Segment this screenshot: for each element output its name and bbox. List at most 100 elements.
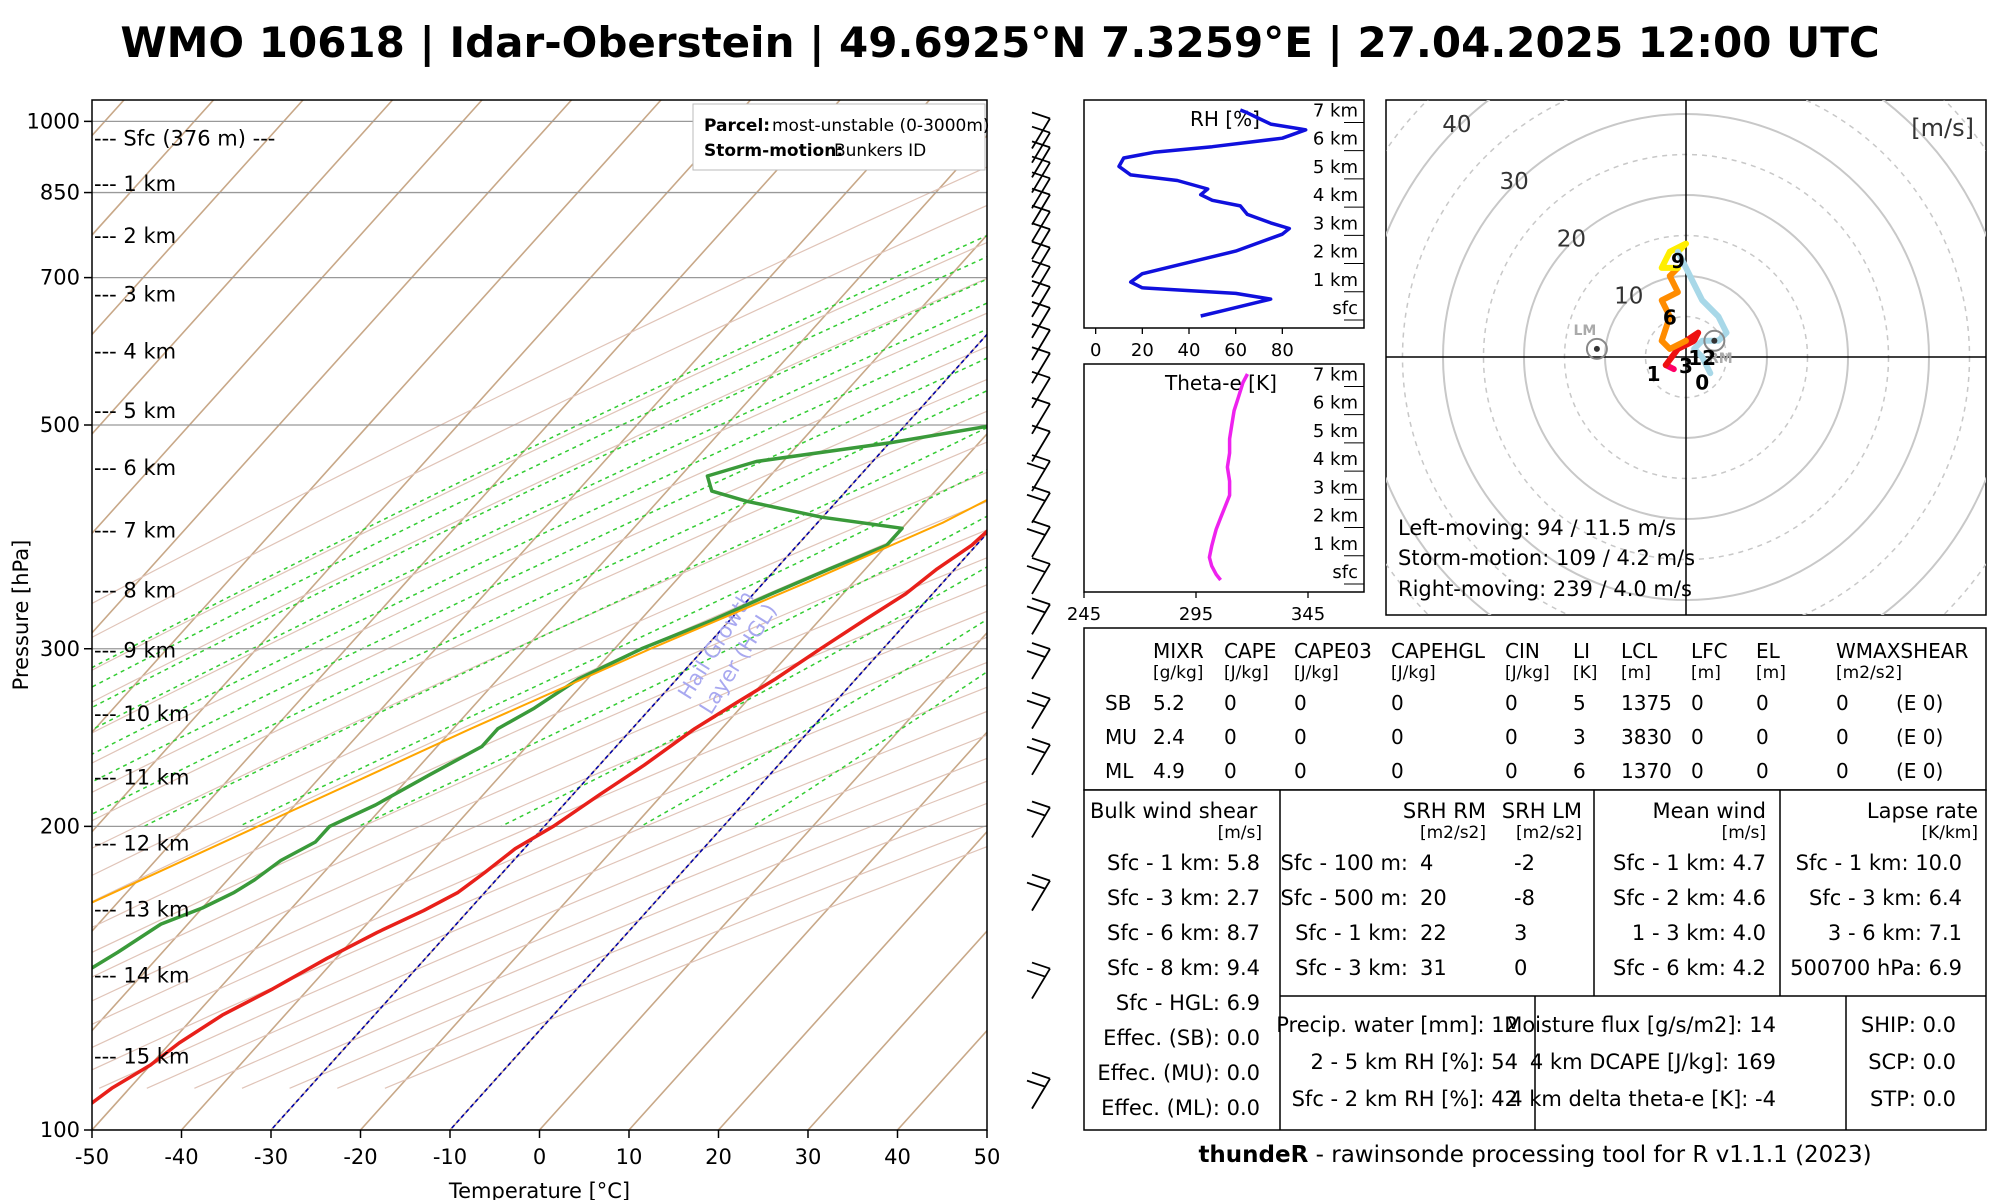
- composite-row: SCP: 0.0: [1868, 1050, 1956, 1074]
- wind-barb-staff: [1031, 177, 1051, 209]
- params-cell: 0: [1756, 691, 1769, 715]
- footer-text: - rawinsonde processing tool for R v1.1.…: [1308, 1142, 1872, 1168]
- dry-adiabat: [92, 441, 987, 849]
- isotherm: [628, 731, 987, 1130]
- temperature-tick-label: 40: [884, 1145, 911, 1169]
- isotherm: [538, 631, 987, 1130]
- panel-frame: [1083, 363, 1365, 593]
- temperature-tick-label: 20: [705, 1145, 732, 1169]
- bulk-shear-row: Effec. (ML): 0.0: [1101, 1096, 1260, 1120]
- params-row-label: MU: [1105, 725, 1137, 749]
- panel-x-tick-label: 40: [1178, 340, 1201, 361]
- params-unit: [J/kg]: [1391, 663, 1436, 683]
- wind-barb-staff: [1031, 307, 1051, 339]
- srh-rm-value: 4: [1420, 851, 1433, 875]
- wind-barb-flag: [1026, 565, 1046, 573]
- params-unit: [J/kg]: [1294, 663, 1339, 683]
- storm-motion-dot: [1711, 337, 1718, 344]
- lapse-rate-row: 500700 hPa: 6.9: [1790, 956, 1962, 980]
- wind-barb-flag: [1026, 745, 1046, 754]
- params-unit: [K]: [1573, 663, 1597, 683]
- footer: thundeR - rawinsonde processing tool for…: [1085, 1142, 1985, 1168]
- srh-rm-value: 31: [1420, 956, 1447, 980]
- wind-barb-flag: [1026, 881, 1046, 890]
- params-extra: (E 0): [1896, 725, 1943, 749]
- params-cell: 0: [1391, 691, 1404, 715]
- isotherm: [359, 432, 987, 1130]
- x-axis-label: Temperature [°C]: [448, 1179, 630, 1200]
- hodo-ring-label: 30: [1500, 169, 1529, 195]
- srh-row-label: Sfc - 500 m:: [1281, 886, 1409, 910]
- height-label: --- 14 km: [94, 963, 189, 987]
- isotherm: [270, 333, 987, 1130]
- bulk-shear-row: Sfc - 3 km: 2.7: [1107, 886, 1260, 910]
- height-label: --- 15 km: [94, 1044, 189, 1068]
- params-cell: 0: [1505, 691, 1518, 715]
- dewpoint-line: [92, 424, 987, 971]
- height-label: --- 7 km: [94, 519, 176, 543]
- wind-barb-flag: [1026, 699, 1046, 708]
- y-axis-label-group: Pressure [hPa]: [9, 540, 33, 691]
- wind-barb-flag: [1031, 1071, 1051, 1080]
- wind-barb-staff: [1031, 603, 1051, 635]
- wind-barb-staff: [1031, 431, 1051, 462]
- panel-x-tick-label: 80: [1271, 340, 1294, 361]
- mean-wind-row: Sfc - 2 km: 4.6: [1613, 886, 1766, 910]
- params-extra: (E 0): [1896, 759, 1943, 783]
- srh-row-label: Sfc - 100 m:: [1281, 851, 1409, 875]
- wind-barb-staff: [1031, 460, 1051, 492]
- moist-adiabat: [500, 566, 987, 828]
- wind-barb-staff: [1031, 648, 1051, 680]
- pressure-tick-label: 300: [40, 637, 80, 661]
- pressure-tick-label: 200: [40, 814, 80, 838]
- params-unit: [m]: [1756, 663, 1786, 683]
- params-cell: 0: [1294, 725, 1307, 749]
- params-cell: 0: [1294, 691, 1307, 715]
- pressure-tick-label: 100: [40, 1118, 80, 1142]
- height-label: --- 10 km: [94, 702, 189, 726]
- right-moving-text: Right-moving: 239 / 4.0 m/s: [1398, 577, 1692, 601]
- dry-adiabat: [92, 410, 987, 822]
- hodo-ring-label: 10: [1614, 284, 1643, 310]
- wind-barb-staff: [1031, 211, 1051, 243]
- temperature-line: [92, 528, 987, 1106]
- wind-barb-flag: [1031, 691, 1051, 700]
- params-cell: 3: [1573, 725, 1586, 749]
- dry-adiabat: [92, 661, 987, 1049]
- legend-storm-label: Storm-motion:: [704, 141, 843, 161]
- temperature-tick-label: -30: [254, 1145, 288, 1169]
- panel-height-label: 4 km: [1313, 185, 1358, 206]
- panel-height-label: 7 km: [1313, 100, 1358, 121]
- wind-barb-staff: [1031, 403, 1051, 435]
- height-label: --- 5 km: [94, 399, 176, 423]
- wind-barb-staff: [1031, 162, 1051, 194]
- params-unit: [m]: [1691, 663, 1721, 683]
- lapse-rate-unit: [K/km]: [1921, 823, 1978, 843]
- hodo-trace: [1658, 240, 1689, 271]
- wind-barb-staff: [1031, 698, 1051, 730]
- wind-barb-flag: [1031, 424, 1051, 433]
- bulk-shear-row: Sfc - 1 km: 5.8: [1107, 851, 1260, 875]
- moisture-row: 2 - 5 km RH [%]: 54: [1311, 1050, 1519, 1074]
- panel-height-label: 1 km: [1313, 270, 1358, 291]
- mean-wind-title: Mean wind: [1652, 799, 1766, 823]
- panel-x-tick-label: 345: [1291, 604, 1325, 625]
- wind-barb-staff: [1031, 526, 1051, 558]
- temperature-tick-label: 0: [533, 1145, 546, 1169]
- temperature-tick-label: -40: [164, 1145, 198, 1169]
- params-header: CAPE: [1224, 639, 1276, 663]
- srh-rm-unit: [m2/s2]: [1420, 823, 1486, 843]
- wind-barb-staff: [1031, 968, 1051, 1000]
- params-header: CIN: [1505, 639, 1540, 663]
- temperature-tick-label: 30: [795, 1145, 822, 1169]
- params-header: WMAXSHEAR: [1836, 639, 1968, 663]
- dry-adiabat: [92, 204, 987, 639]
- wind-barb-staff: [1031, 118, 1051, 149]
- isotherm: [92, 100, 573, 634]
- wind-barb-flag: [1031, 346, 1051, 355]
- dry-adiabat: [92, 686, 987, 1071]
- params-extra: (E 0): [1896, 691, 1943, 715]
- moisture-row: Sfc - 2 km RH [%]: 42: [1292, 1087, 1518, 1111]
- hodo-trace: [1674, 248, 1730, 377]
- hodo-ring-label: 40: [1442, 112, 1471, 138]
